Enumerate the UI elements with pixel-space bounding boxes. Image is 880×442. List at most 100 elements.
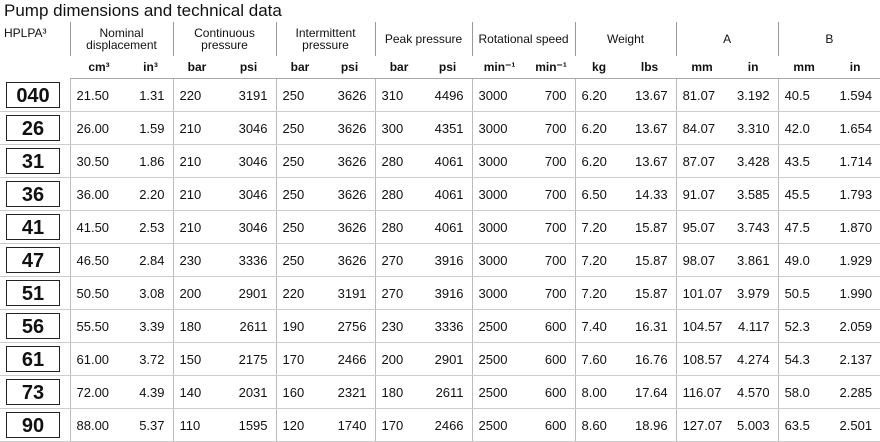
unit-header: kg bbox=[575, 56, 624, 79]
value-cell: 72.00 bbox=[69, 375, 128, 409]
value-cell: 3191 bbox=[221, 78, 277, 112]
value-cell: 2031 bbox=[221, 375, 277, 409]
spec-table: HPLPA³ Nominal displacement Continuous pre… bbox=[0, 22, 880, 442]
group-header: Continuous pressure bbox=[172, 22, 277, 56]
value-cell: 58.0 bbox=[777, 375, 831, 409]
model-code: 36 bbox=[6, 181, 60, 207]
value-cell: 3916 bbox=[423, 276, 473, 310]
value-cell: 30.50 bbox=[69, 144, 128, 178]
value-cell: 210 bbox=[172, 144, 221, 178]
value-cell: 230 bbox=[172, 243, 221, 277]
value-cell: 120 bbox=[275, 408, 325, 442]
value-cell: 2.53 bbox=[128, 210, 173, 244]
value-cell: 41.50 bbox=[69, 210, 128, 244]
model-code: 90 bbox=[6, 412, 60, 438]
value-cell: 600 bbox=[527, 342, 576, 376]
unit-header: bar bbox=[173, 56, 221, 79]
value-cell: 7.20 bbox=[574, 276, 624, 310]
value-cell: 4061 bbox=[423, 210, 473, 244]
value-cell: 4.274 bbox=[728, 342, 779, 376]
value-cell: 14.33 bbox=[623, 177, 677, 211]
value-cell: 108.57 bbox=[675, 342, 729, 376]
value-cell: 1.990 bbox=[830, 276, 880, 310]
model-cell: 040 bbox=[0, 78, 70, 112]
value-cell: 2.20 bbox=[128, 177, 173, 211]
value-cell: 170 bbox=[275, 342, 325, 376]
value-cell: 250 bbox=[275, 111, 325, 145]
value-cell: 2500 bbox=[471, 408, 528, 442]
value-cell: 700 bbox=[527, 111, 576, 145]
model-code: 040 bbox=[6, 81, 60, 108]
unit-header: bar bbox=[276, 56, 325, 79]
value-cell: 4351 bbox=[423, 111, 473, 145]
value-cell: 220 bbox=[172, 78, 221, 112]
model-code: 73 bbox=[6, 379, 60, 405]
group-header: Nominal displacement bbox=[69, 22, 173, 56]
data-row: 56 55.50 3.39 180 2611 190 2756 230 3336 2500 600 7… bbox=[0, 309, 880, 343]
value-cell: 1740 bbox=[324, 408, 376, 442]
value-cell: 1.31 bbox=[128, 78, 173, 112]
value-cell: 1.929 bbox=[830, 243, 880, 277]
value-cell: 8.60 bbox=[574, 408, 624, 442]
value-cell: 21.50 bbox=[69, 78, 128, 112]
value-cell: 3000 bbox=[471, 111, 528, 145]
value-cell: 4061 bbox=[423, 177, 473, 211]
value-cell: 3000 bbox=[471, 144, 528, 178]
value-cell: 140 bbox=[172, 375, 221, 409]
value-cell: 42.0 bbox=[777, 111, 831, 145]
group-header: Weight bbox=[574, 22, 677, 56]
value-cell: 1.86 bbox=[128, 144, 173, 178]
value-cell: 250 bbox=[275, 177, 325, 211]
value-cell: 49.0 bbox=[777, 243, 831, 277]
value-cell: 36.00 bbox=[69, 177, 128, 211]
value-cell: 2.285 bbox=[830, 375, 880, 409]
unit-header: min⁻¹ bbox=[472, 56, 528, 79]
value-cell: 250 bbox=[275, 243, 325, 277]
value-cell: 3916 bbox=[423, 243, 473, 277]
value-cell: 160 bbox=[275, 375, 325, 409]
value-cell: 2175 bbox=[221, 342, 277, 376]
value-cell: 1.654 bbox=[830, 111, 880, 145]
value-cell: 7.20 bbox=[574, 243, 624, 277]
value-cell: 50.5 bbox=[777, 276, 831, 310]
value-cell: 7.20 bbox=[574, 210, 624, 244]
value-cell: 280 bbox=[374, 144, 424, 178]
value-cell: 46.50 bbox=[69, 243, 128, 277]
group-header: B bbox=[777, 22, 880, 56]
value-cell: 88.00 bbox=[69, 408, 128, 442]
value-cell: 98.07 bbox=[675, 243, 729, 277]
data-row: 51 50.50 3.08 200 2901 220 3191 270 3916 3000 700 7… bbox=[0, 276, 880, 310]
value-cell: 600 bbox=[527, 309, 576, 343]
group-header: Intermittent pressure bbox=[275, 22, 376, 56]
value-cell: 7.60 bbox=[574, 342, 624, 376]
unit-header: lbs bbox=[623, 56, 677, 79]
value-cell: 16.31 bbox=[623, 309, 677, 343]
value-cell: 2.137 bbox=[830, 342, 880, 376]
unit-header: psi bbox=[324, 56, 376, 79]
value-cell: 700 bbox=[527, 276, 576, 310]
value-cell: 3046 bbox=[221, 177, 277, 211]
value-cell: 104.57 bbox=[675, 309, 729, 343]
data-row: 47 46.50 2.84 230 3336 250 3626 270 3916 3000 700 7… bbox=[0, 243, 880, 277]
value-cell: 180 bbox=[172, 309, 221, 343]
model-cell: 41 bbox=[0, 210, 70, 244]
value-cell: 2.501 bbox=[830, 408, 880, 442]
value-cell: 3626 bbox=[324, 111, 376, 145]
group-header-row: HPLPA³ Nominal displacement Continuous pre… bbox=[0, 22, 880, 56]
value-cell: 40.5 bbox=[777, 78, 831, 112]
model-cell: 26 bbox=[0, 111, 70, 145]
value-cell: 13.67 bbox=[623, 78, 677, 112]
value-cell: 3626 bbox=[324, 177, 376, 211]
value-cell: 200 bbox=[374, 342, 424, 376]
value-cell: 180 bbox=[374, 375, 424, 409]
value-cell: 3.310 bbox=[728, 111, 779, 145]
value-cell: 2466 bbox=[324, 342, 376, 376]
value-cell: 84.07 bbox=[675, 111, 729, 145]
value-cell: 270 bbox=[374, 243, 424, 277]
value-cell: 2321 bbox=[324, 375, 376, 409]
model-code: 26 bbox=[6, 115, 60, 141]
value-cell: 2901 bbox=[221, 276, 277, 310]
value-cell: 310 bbox=[374, 78, 424, 112]
value-cell: 3000 bbox=[471, 243, 528, 277]
value-cell: 47.5 bbox=[777, 210, 831, 244]
